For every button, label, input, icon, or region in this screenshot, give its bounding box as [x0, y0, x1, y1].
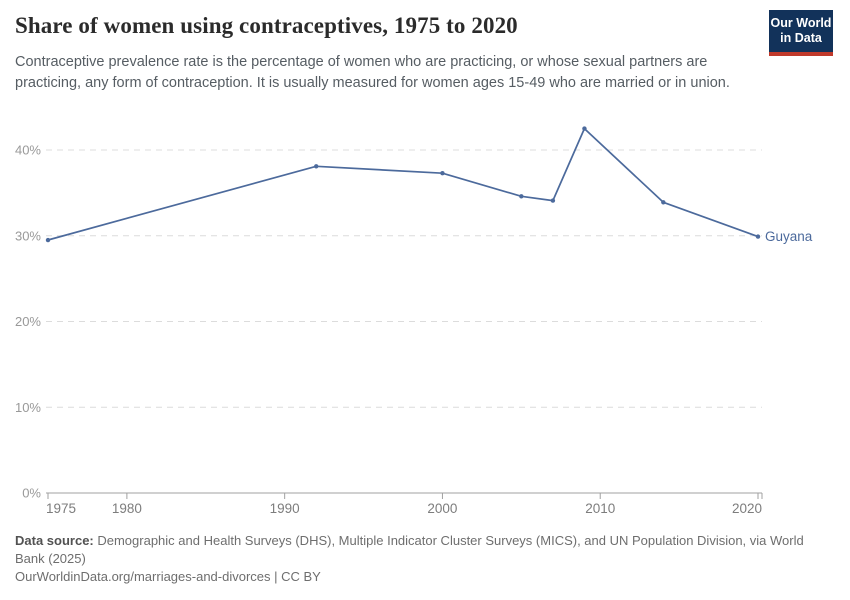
line-chart: 0% 10% 20% 30% 40% 1975 1980 1990 2000 2010 2020 Gu… [15, 126, 813, 516]
series-line[interactable] [47, 127, 759, 241]
data-source-text: Demographic and Health Surveys (DHS), Mu… [15, 533, 804, 567]
y-tick-label: 10% [15, 400, 41, 415]
data-point-dot[interactable] [519, 194, 524, 199]
data-source-note: Data source: Demographic and Health Surv… [15, 532, 820, 569]
x-tick-label: 1980 [112, 501, 142, 516]
owid-logo-line1: Our World [770, 16, 832, 30]
x-tick-label: 1975 [46, 501, 76, 516]
x-tick-label: 2010 [585, 501, 615, 516]
data-point-dot[interactable] [440, 170, 445, 176]
owid-logo[interactable]: Our World in Data [769, 10, 833, 56]
owid-logo-line2: in Data [780, 31, 822, 46]
y-tick-label: 20% [15, 314, 41, 329]
y-tick-label: 40% [15, 143, 41, 158]
x-tick-label: 2000 [427, 501, 457, 516]
data-source-label: Data source: [15, 533, 94, 548]
data-point-dot[interactable] [755, 234, 761, 239]
series-entity-label[interactable]: Guyana [765, 229, 813, 244]
data-point-dot[interactable] [582, 126, 587, 131]
y-tick-label: 0% [22, 486, 41, 501]
page-title: Share of women using contraceptives, 197… [15, 13, 518, 38]
x-tick-label: 1990 [270, 501, 300, 516]
data-point-dot[interactable] [550, 198, 556, 203]
data-point-dot[interactable] [314, 164, 319, 169]
x-tick-label: 2020 [732, 501, 762, 516]
y-tick-label: 30% [15, 228, 41, 243]
chart-subtitle: Contraceptive prevalence rate is the per… [15, 54, 730, 91]
data-point-dot[interactable] [45, 237, 51, 243]
data-point-dot[interactable] [661, 200, 666, 205]
owid-url-link[interactable]: OurWorldinData.org/marriages-and-divorce… [15, 569, 321, 584]
